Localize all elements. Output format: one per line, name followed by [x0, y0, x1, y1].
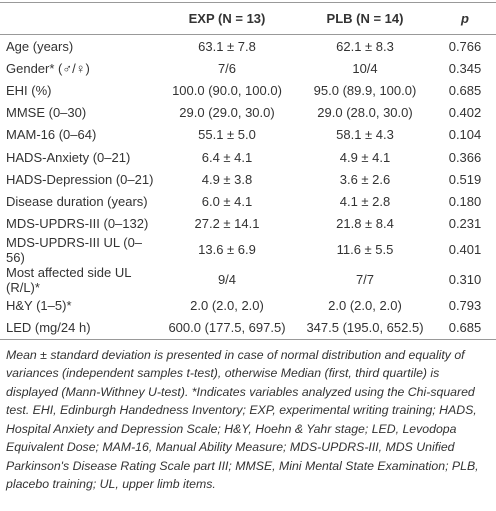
cell: 9/4	[217, 272, 237, 288]
cell: 0.345	[448, 60, 482, 76]
table-header: EXP (N = 13) PLB (N = 14) p	[0, 2, 496, 35]
cell: 55.1 ± 5.0	[198, 127, 256, 143]
row-label: Most affected side UL (R/L)*	[6, 264, 132, 295]
table-row: EHI (%) 100.0 (90.0, 100.0) 95.0 (89.9, 10…	[0, 79, 496, 101]
table-row: MMSE (0–30) 29.0 (29.0, 30.0) 29.0 (28.0, …	[0, 102, 496, 124]
cell: 3.6 ± 2.6	[339, 171, 391, 187]
row-label: MDS-UPDRS-III (0–132)	[6, 216, 149, 232]
cell: 0.793	[448, 298, 482, 314]
table-row: Gender* (♂/♀) 7/6 10/4 0.345	[0, 57, 496, 79]
cell: 21.8 ± 8.4	[336, 216, 394, 232]
row-label: MDS-UPDRS-III UL (0–56)	[6, 234, 143, 265]
row-label: HADS-Anxiety (0–21)	[6, 149, 131, 165]
cell: 11.6 ± 5.5	[336, 242, 394, 258]
footnote: Mean ± standard deviation is presented i…	[6, 348, 479, 491]
row-label: HADS-Depression (0–21)	[6, 171, 154, 187]
cell: 6.4 ± 4.1	[201, 149, 253, 165]
table-row: MDS-UPDRS-III (0–132) 27.2 ± 14.1 21.8 ± 8…	[0, 213, 496, 235]
row-label: Gender* (♂/♀)	[6, 60, 90, 76]
cell: 4.1 ± 2.8	[339, 193, 391, 209]
cell: 58.1 ± 4.3	[336, 127, 394, 143]
row-label: MAM-16 (0–64)	[6, 127, 97, 143]
cell: 62.1 ± 8.3	[336, 38, 394, 54]
cell: 100.0 (90.0, 100.0)	[172, 82, 282, 98]
cell: 6.0 ± 4.1	[201, 193, 253, 209]
table-row: Age (years) 63.1 ± 7.8 62.1 ± 8.3 0.766	[0, 35, 496, 58]
cell: 0.231	[448, 216, 482, 232]
table-row: MAM-16 (0–64) 55.1 ± 5.0 58.1 ± 4.3 0.104	[0, 124, 496, 146]
table-row: HADS-Depression (0–21) 4.9 ± 3.8 3.6 ± 2.6…	[0, 168, 496, 190]
header-cell	[0, 2, 158, 35]
cell: 95.0 (89.9, 100.0)	[313, 82, 417, 98]
cell: 0.519	[448, 171, 482, 187]
table-row: MDS-UPDRS-III UL (0–56) 13.6 ± 6.9 11.6 ± …	[0, 235, 496, 265]
row-label: EHI (%)	[6, 82, 52, 98]
cell: 29.0 (29.0, 30.0)	[179, 105, 275, 121]
cell: 0.366	[448, 149, 482, 165]
cell: 0.766	[448, 38, 482, 54]
cell: 0.104	[448, 127, 482, 143]
cell: 0.685	[448, 82, 482, 98]
cell: 0.402	[448, 105, 482, 121]
cell: 7/6	[217, 60, 237, 76]
cell: 347.5 (195.0, 652.5)	[296, 316, 434, 341]
table-row: H&Y (1–5)* 2.0 (2.0, 2.0) 2.0 (2.0, 2.0) 0.…	[0, 295, 496, 317]
cell: 13.6 ± 6.9	[198, 242, 256, 258]
cell: 0.685	[434, 316, 496, 341]
row-label: Age (years)	[6, 38, 74, 54]
row-label: H&Y (1–5)*	[6, 298, 72, 314]
cell: 0.310	[448, 272, 482, 288]
cell: 2.0 (2.0, 2.0)	[190, 298, 264, 314]
table-row: HADS-Anxiety (0–21) 6.4 ± 4.1 4.9 ± 4.1 0.3…	[0, 146, 496, 168]
cell: 63.1 ± 7.8	[198, 38, 256, 54]
cell: 600.0 (177.5, 697.5)	[158, 316, 296, 341]
table-body: Age (years) 63.1 ± 7.8 62.1 ± 8.3 0.766 Gend…	[0, 35, 496, 341]
table: EXP (N = 13) PLB (N = 14) p Age (years) 6…	[0, 2, 496, 341]
row-label: Disease duration (years)	[6, 193, 148, 209]
cell: 27.2 ± 14.1	[194, 216, 260, 232]
cell: 2.0 (2.0, 2.0)	[328, 298, 402, 314]
cell: 4.9 ± 4.1	[339, 149, 391, 165]
table-row: Most affected side UL (R/L)* 9/4 7/7 0.310	[0, 265, 496, 295]
cell: 29.0 (28.0, 30.0)	[317, 105, 413, 121]
cell: 0.401	[448, 242, 482, 258]
header-cell: EXP (N = 13)	[158, 2, 296, 35]
cell: 10/4	[352, 60, 378, 76]
cell: 4.9 ± 3.8	[201, 171, 253, 187]
row-label: LED (mg/24 h)	[0, 316, 158, 341]
row-label: MMSE (0–30)	[6, 105, 87, 121]
table-row: Disease duration (years) 6.0 ± 4.1 4.1 ± 2…	[0, 190, 496, 212]
header-cell: p	[434, 2, 496, 35]
header-cell: PLB (N = 14)	[296, 2, 434, 35]
cell: 0.180	[448, 193, 482, 209]
cell: 7/7	[355, 272, 375, 288]
table-row: LED (mg/24 h) 600.0 (177.5, 697.5) 347.5 (…	[0, 316, 496, 341]
header-row: EXP (N = 13) PLB (N = 14) p	[0, 2, 496, 35]
